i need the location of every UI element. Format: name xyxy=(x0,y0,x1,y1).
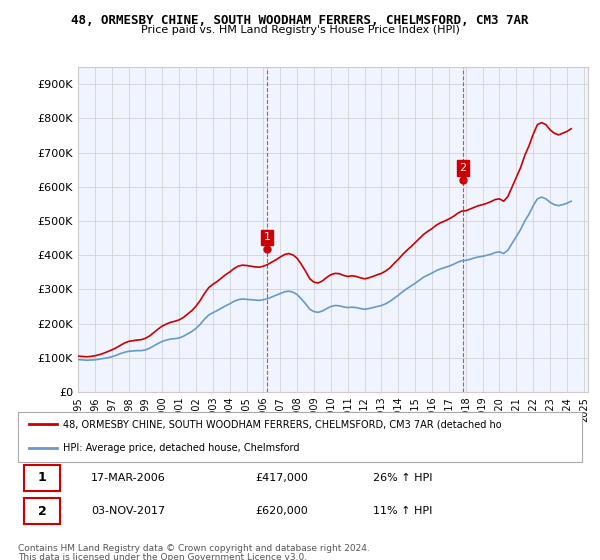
Text: £620,000: £620,000 xyxy=(255,506,308,516)
FancyBboxPatch shape xyxy=(23,465,60,491)
Text: Price paid vs. HM Land Registry's House Price Index (HPI): Price paid vs. HM Land Registry's House … xyxy=(140,25,460,35)
FancyBboxPatch shape xyxy=(23,498,60,524)
Text: Contains HM Land Registry data © Crown copyright and database right 2024.: Contains HM Land Registry data © Crown c… xyxy=(18,544,370,553)
FancyBboxPatch shape xyxy=(18,412,582,462)
Text: 48, ORMESBY CHINE, SOUTH WOODHAM FERRERS, CHELMSFORD, CM3 7AR: 48, ORMESBY CHINE, SOUTH WOODHAM FERRERS… xyxy=(71,14,529,27)
Text: 2: 2 xyxy=(460,163,467,173)
Text: 03-NOV-2017: 03-NOV-2017 xyxy=(91,506,166,516)
Text: 2: 2 xyxy=(38,505,47,517)
Text: 26% ↑ HPI: 26% ↑ HPI xyxy=(373,473,433,483)
Text: 1: 1 xyxy=(38,472,47,484)
Text: 48, ORMESBY CHINE, SOUTH WOODHAM FERRERS, CHELMSFORD, CM3 7AR (detached ho: 48, ORMESBY CHINE, SOUTH WOODHAM FERRERS… xyxy=(63,419,502,429)
Text: £417,000: £417,000 xyxy=(255,473,308,483)
Text: HPI: Average price, detached house, Chelmsford: HPI: Average price, detached house, Chel… xyxy=(63,443,299,453)
Text: 11% ↑ HPI: 11% ↑ HPI xyxy=(373,506,433,516)
Text: This data is licensed under the Open Government Licence v3.0.: This data is licensed under the Open Gov… xyxy=(18,553,307,560)
Text: 1: 1 xyxy=(263,232,271,242)
Text: 17-MAR-2006: 17-MAR-2006 xyxy=(91,473,166,483)
